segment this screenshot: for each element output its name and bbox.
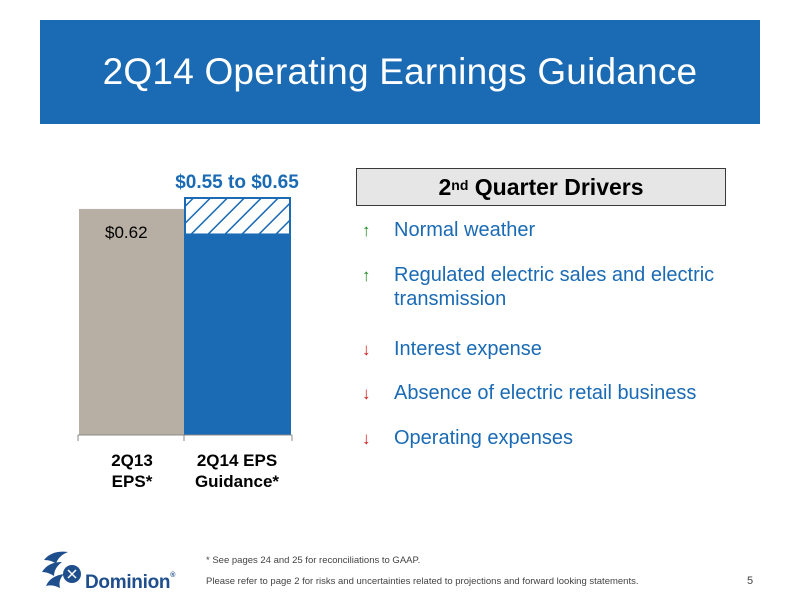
bar-2q14-low xyxy=(184,234,291,435)
footnote-reconciliation: * See pages 24 and 25 for reconciliation… xyxy=(206,555,421,566)
driver-item: ↑ Normal weather xyxy=(362,218,772,244)
dominion-logo-text: Dominion® xyxy=(85,572,176,593)
bar-2q13 xyxy=(79,208,184,435)
dominion-logo-mark-icon xyxy=(42,551,81,588)
arrow-down-icon: ↓ xyxy=(362,429,371,448)
data-label-2q13: $0.62 xyxy=(105,223,148,242)
arrow-down-icon: ↓ xyxy=(362,340,371,359)
data-label-2q14: $0.55 to $0.65 xyxy=(175,172,299,193)
title-bar: 2Q14 Operating Earnings Guidance xyxy=(40,20,760,124)
driver-text: Regulated electric sales and electric tr… xyxy=(394,264,715,310)
footnote-risks: Please refer to page 2 for risks and unc… xyxy=(206,576,639,587)
driver-item: ↓ Operating expenses xyxy=(362,426,772,452)
drivers-heading-suffix: nd xyxy=(451,177,469,193)
driver-text: Normal weather xyxy=(394,219,536,241)
driver-text: Interest expense xyxy=(394,338,542,360)
driver-item: ↓ Interest expense xyxy=(362,337,772,363)
dominion-logo: Dominion® xyxy=(38,546,188,593)
drivers-heading-number: 2 xyxy=(438,173,452,200)
page-number: 5 xyxy=(747,575,754,587)
page-title: 2Q14 Operating Earnings Guidance xyxy=(102,51,698,92)
category-label: 2Q14 EPS xyxy=(197,451,277,470)
bar-2q14-range xyxy=(184,197,291,236)
category-label: EPS* xyxy=(112,472,153,491)
arrow-up-icon: ↑ xyxy=(362,266,371,285)
driver-item: ↓ Absence of electric retail business xyxy=(362,381,772,407)
category-label: 2Q13 xyxy=(111,451,153,470)
drivers-heading-text: Quarter Drivers xyxy=(468,173,644,200)
driver-text: Operating expenses xyxy=(394,427,574,449)
arrow-up-icon: ↑ xyxy=(362,221,371,240)
driver-text: Absence of electric retail business xyxy=(394,382,697,404)
driver-item: ↑ Regulated electric sales and electric t… xyxy=(362,263,772,311)
category-label: Guidance* xyxy=(195,472,279,491)
arrow-down-icon: ↓ xyxy=(362,384,371,403)
